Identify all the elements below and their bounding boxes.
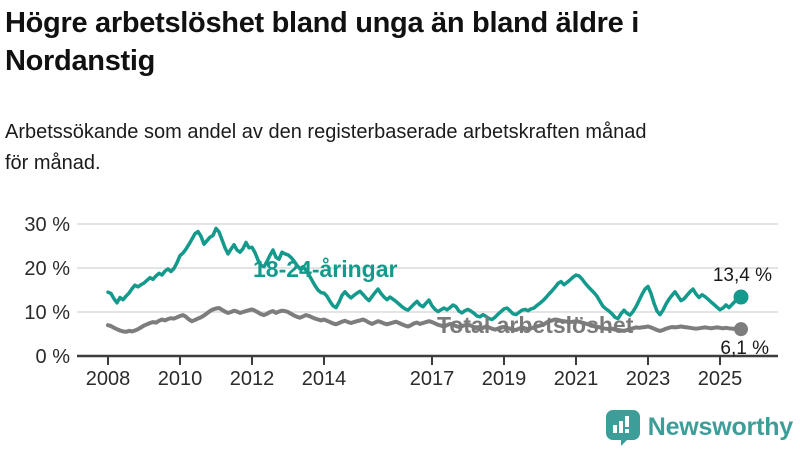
- page-title-line-1: Högre arbetslöshet bland unga än bland ä…: [5, 7, 639, 39]
- series-line-0: [106, 226, 743, 322]
- x-tick-label-2025: 2025: [698, 368, 743, 390]
- y-tick-label-20: 20 %: [24, 258, 70, 280]
- x-tick-label-2019: 2019: [482, 368, 527, 390]
- y-tick-label-10: 10 %: [24, 302, 70, 324]
- x-tick-label-2008: 2008: [86, 368, 131, 390]
- line-chart: 2008 2010 2012 2014 2017 2019 2021 2023 2025 0 % 1…: [0, 195, 800, 395]
- chart-subtitle: Arbetssökande som andel av den registerb…: [5, 117, 793, 179]
- x-tick-label-2023: 2023: [626, 368, 671, 390]
- x-tick-label-2017: 2017: [410, 368, 455, 390]
- page-title-line-2: Nordanstig: [5, 45, 156, 77]
- newsworthy-logo: Newsworthy: [605, 409, 793, 446]
- x-tick-label-2014: 2014: [302, 368, 347, 390]
- series-label-youth: 18-24-åringar: [253, 256, 398, 282]
- series-end-dot-1: [734, 322, 748, 337]
- line-chart-canvas: 2008 2010 2012 2014 2017 2019 2021 2023 2025 0 % 1…: [24, 214, 778, 390]
- page-title: Högre arbetslöshet bland unga än bland ä…: [5, 4, 793, 80]
- series-label-total: Total arbetslöshet: [437, 312, 634, 338]
- end-value-label-youth: 13,4 %: [712, 265, 772, 286]
- x-tick-label-2021: 2021: [554, 368, 599, 390]
- y-tick-label-30: 30 %: [24, 214, 70, 236]
- newsworthy-logo-text: Newsworthy: [647, 413, 793, 441]
- y-tick-label-0: 0 %: [36, 346, 71, 368]
- chart-subtitle-line-1: Arbetssökande som andel av den registerb…: [5, 121, 647, 143]
- x-tick-label-2012: 2012: [230, 368, 275, 390]
- end-value-label-total: 6,1 %: [720, 338, 769, 359]
- series-end-dot-0: [733, 289, 749, 305]
- series-line-1: [106, 306, 743, 334]
- x-tick-label-2010: 2010: [158, 368, 203, 390]
- newsworthy-logo-icon: [605, 410, 640, 446]
- chart-subtitle-line-2: för månad.: [5, 152, 101, 174]
